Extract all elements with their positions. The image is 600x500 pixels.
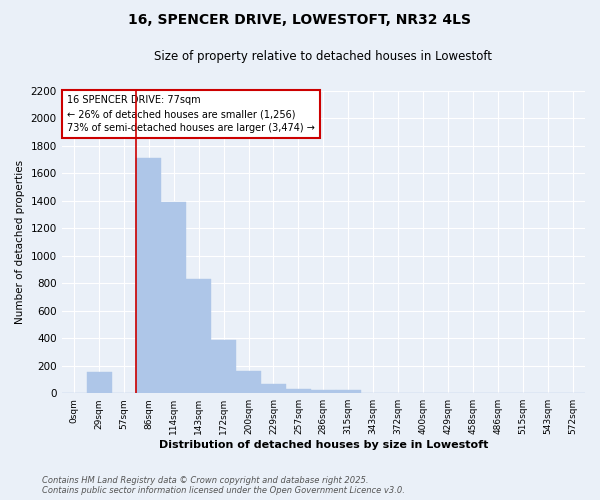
Bar — [336, 390, 361, 393]
Bar — [161, 202, 186, 393]
Bar — [236, 371, 261, 393]
X-axis label: Distribution of detached houses by size in Lowestoft: Distribution of detached houses by size … — [158, 440, 488, 450]
Bar — [86, 372, 112, 393]
Bar — [136, 158, 161, 393]
Title: Size of property relative to detached houses in Lowestoft: Size of property relative to detached ho… — [154, 50, 493, 63]
Bar — [186, 279, 211, 393]
Text: 16, SPENCER DRIVE, LOWESTOFT, NR32 4LS: 16, SPENCER DRIVE, LOWESTOFT, NR32 4LS — [128, 12, 472, 26]
Bar — [211, 340, 236, 393]
Text: 16 SPENCER DRIVE: 77sqm
← 26% of detached houses are smaller (1,256)
73% of semi: 16 SPENCER DRIVE: 77sqm ← 26% of detache… — [67, 95, 315, 133]
Bar — [311, 390, 336, 393]
Text: Contains HM Land Registry data © Crown copyright and database right 2025.
Contai: Contains HM Land Registry data © Crown c… — [42, 476, 405, 495]
Bar — [286, 389, 311, 393]
Y-axis label: Number of detached properties: Number of detached properties — [15, 160, 25, 324]
Bar — [261, 384, 286, 393]
